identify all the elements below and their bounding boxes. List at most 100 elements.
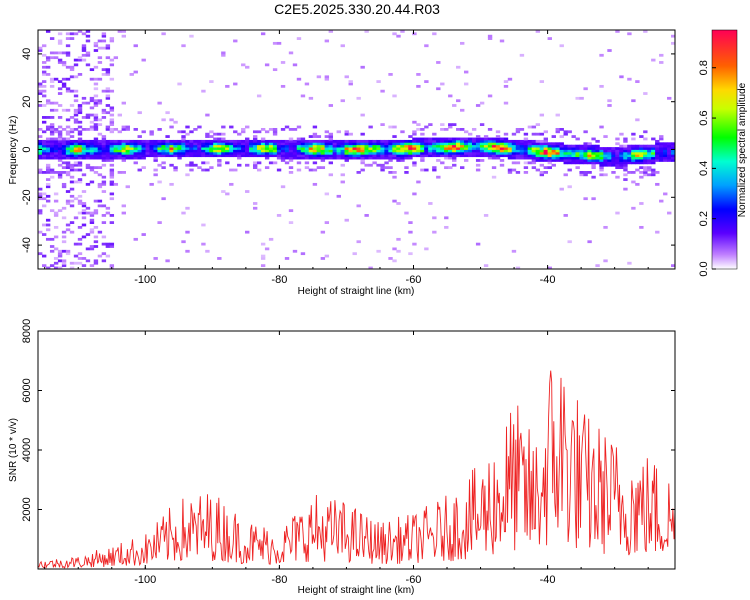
spectrogram-cell	[193, 127, 198, 131]
spectrogram-cell	[125, 142, 130, 146]
spectrogram-cell	[65, 125, 71, 129]
spectrogram-cell	[312, 125, 318, 129]
spectrogram-cell	[491, 139, 497, 143]
spectrogram-cell	[209, 142, 214, 146]
spectrogram-cell	[197, 151, 202, 155]
spectrogram-cell	[308, 149, 314, 153]
spectrogram-cell	[217, 159, 222, 162]
spectrogram-cell	[436, 87, 441, 91]
spectrogram-cell	[245, 230, 250, 234]
spectrogram-cell	[38, 194, 43, 198]
spectrogram-cell	[623, 178, 628, 181]
spectrogram-cell	[619, 75, 624, 79]
spectrogram-cell	[615, 156, 620, 160]
spectrogram-cell	[237, 142, 242, 146]
spectrogram-cell	[45, 154, 51, 158]
spectrogram-cell	[85, 127, 91, 131]
spectrogram-cell	[595, 149, 600, 153]
spectrogram-cell	[611, 161, 616, 165]
spectrogram-cell	[73, 149, 79, 153]
spectrogram-cell	[376, 80, 381, 83]
spectrogram-cell	[503, 101, 509, 105]
spectrogram-cell	[479, 147, 485, 150]
spectrogram-cell	[392, 139, 397, 143]
spectrogram-cell	[635, 118, 640, 122]
spectrogram-cell	[225, 151, 230, 155]
colorbar-tick-label: 0.2	[698, 211, 710, 226]
spectrogram-cell	[659, 149, 664, 153]
spectrogram-cell	[121, 211, 126, 215]
spectrogram-cell	[81, 147, 87, 150]
spectrogram-cell	[284, 139, 290, 143]
spectrogram-cell	[288, 149, 294, 153]
spectrogram-cell	[213, 137, 218, 141]
spectrogram-cell	[272, 151, 278, 155]
spectrogram-cell	[260, 147, 266, 150]
spectrogram-cell	[567, 144, 572, 148]
spectrogram-cell	[495, 137, 501, 141]
spectrogram-cell	[113, 149, 119, 153]
spectrogram-cell	[452, 139, 457, 143]
spectrogram-cell	[69, 147, 75, 150]
spectrogram-cell	[73, 168, 79, 172]
spectrogram-cell	[61, 235, 67, 239]
spectrogram-cell	[81, 211, 87, 215]
spectrogram-cell	[201, 151, 206, 155]
spectrogram-cell	[635, 168, 640, 172]
spectrogram-cell	[603, 149, 608, 153]
spectrogram-cell	[65, 144, 71, 148]
spectrogram-cell	[372, 156, 377, 160]
spectrogram-cell	[45, 125, 51, 129]
spectrogram-cell	[97, 123, 103, 126]
spectrogram-cell	[89, 154, 95, 158]
spectrogram-cell	[511, 151, 517, 155]
spectrogram-cell	[89, 245, 95, 248]
spectrogram-cell	[587, 156, 592, 160]
spectrogram-cell	[352, 151, 357, 155]
spectrogram-cell	[547, 166, 552, 170]
spectrogram-cell	[77, 261, 83, 265]
spectrogram-cell	[515, 171, 521, 174]
spectrogram-cell	[300, 149, 306, 153]
spectrogram-cell	[444, 225, 449, 229]
spectrogram-cell	[348, 147, 353, 150]
spectrogram-cell	[77, 161, 83, 165]
spectrogram-cell	[360, 113, 365, 117]
spectrogram-cell	[197, 144, 202, 148]
spectrogram-cell	[475, 159, 481, 162]
spectrogram-cell	[356, 240, 361, 244]
spectrogram-cell	[77, 56, 83, 60]
spectrogram-cell	[256, 161, 262, 165]
spectrogram-cell	[53, 101, 59, 105]
spectrogram-cell	[428, 202, 433, 205]
spectrogram-cell	[272, 144, 278, 148]
spectrogram-cell	[324, 147, 330, 150]
spectrogram-cell	[487, 137, 493, 141]
spectrogram-cell	[559, 142, 564, 146]
spectrogram-cell	[368, 147, 373, 150]
spectrogram-cell	[69, 194, 75, 198]
spectrogram-cell	[467, 142, 473, 146]
spectrogram-cell	[440, 161, 445, 165]
spectrogram-cell	[157, 142, 162, 146]
spectrogram-cell	[272, 127, 278, 131]
spectrogram-cell	[655, 156, 660, 160]
spectrogram-cell	[65, 142, 71, 146]
spectrogram-cell	[209, 166, 214, 170]
spectrogram-cell	[587, 161, 592, 165]
spectrogram-cell	[276, 147, 282, 150]
spectrogram-cell	[479, 137, 485, 141]
spectrogram-cell	[205, 144, 210, 148]
spectrogram-cell	[85, 30, 91, 33]
spectrogram-cell	[117, 156, 123, 160]
spectrogram-cell	[535, 159, 541, 162]
spectrogram-cell	[340, 154, 345, 158]
spectrogram-cell	[539, 171, 545, 174]
spectrogram-cell	[185, 147, 190, 150]
spectrogram-cell	[189, 154, 194, 158]
spectrogram-cell	[133, 151, 138, 155]
spectrogram-cell	[61, 156, 67, 160]
spectrogram-cell	[523, 171, 529, 174]
spectrogram-cell	[623, 151, 628, 155]
spectrogram-cell	[420, 156, 425, 160]
